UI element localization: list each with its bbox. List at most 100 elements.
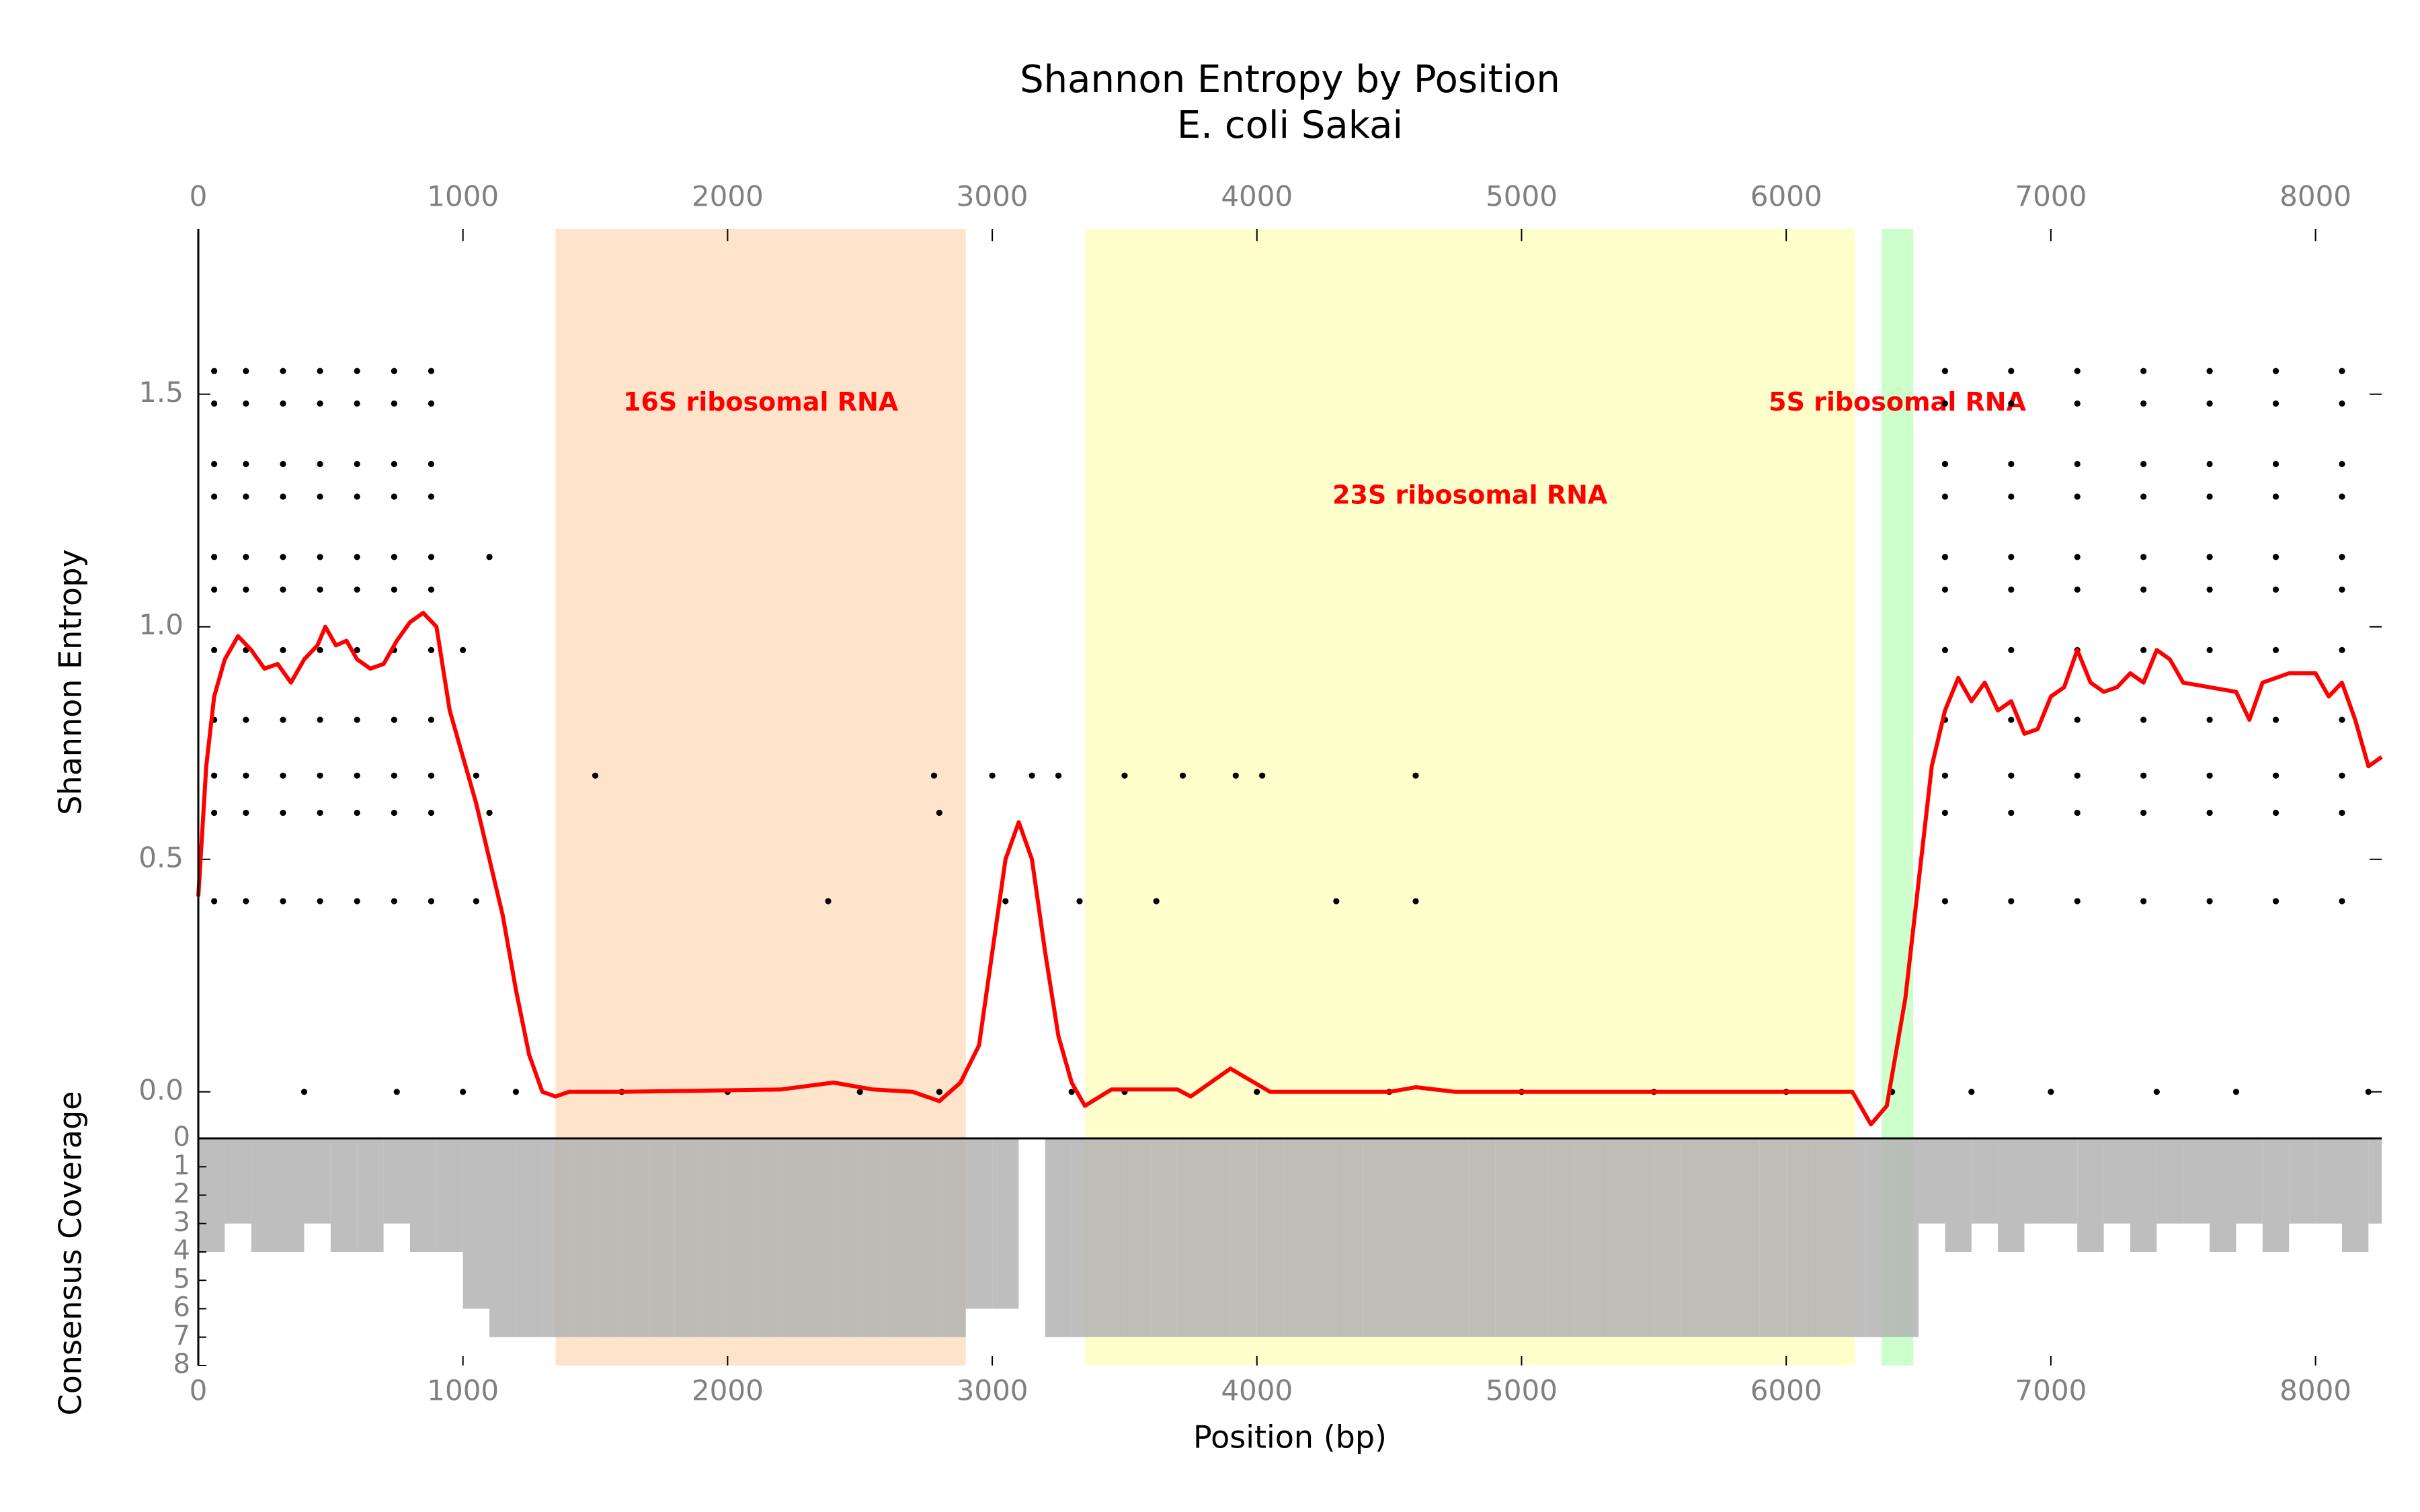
coverage-bar [1919,1138,1945,1224]
point [2206,460,2213,468]
point [2008,460,2015,468]
point [211,809,218,816]
point [2153,1089,2160,1095]
point [2140,554,2147,560]
coverage-bar [701,1138,728,1337]
point [317,400,323,407]
point [354,809,360,816]
x-tick-label: 0 [190,1374,208,1407]
point [211,898,218,905]
point [280,586,286,593]
point [317,493,323,500]
coverage-bar [1204,1138,1231,1337]
y-tick-label: 1 [173,1150,190,1181]
point [391,772,397,779]
point [1941,772,1948,779]
coverage-bar [2341,1138,2369,1252]
point [1412,772,1419,779]
coverage-bar [2315,1138,2342,1224]
coverage-bar [1363,1138,1389,1337]
point [354,586,360,593]
point [1941,493,1948,500]
coverage-bar [674,1138,702,1337]
point [1121,772,1128,779]
point [1259,772,1266,779]
point [354,554,360,560]
coverage-bar [2024,1138,2051,1224]
point [2206,586,2213,593]
y-tick-label: 5 [173,1263,190,1294]
point [856,1089,863,1095]
x-axis-label: Position (bp) [1193,1419,1387,1456]
point [2074,368,2081,374]
point [473,772,479,779]
region-label: 5S ribosomal RNA [1769,387,2026,417]
coverage-bar [1098,1138,1125,1337]
x-tick-label: 3000 [957,1374,1028,1407]
point [2008,400,2015,407]
point [317,586,323,593]
point [2272,368,2280,374]
y-tick-label: 1.5 [138,376,184,409]
point [2272,772,2280,779]
point [2074,898,2081,905]
point [354,898,360,905]
coverage-bar [516,1138,542,1337]
point [2008,809,2015,816]
point [243,400,249,407]
point [428,646,435,653]
point [280,809,286,816]
coverage-bar [912,1138,940,1337]
coverage-bar [1839,1138,1866,1337]
point [211,646,218,653]
point [2074,460,2081,468]
y-tick-label: 1.0 [138,608,184,641]
point [317,460,323,468]
point [936,1089,942,1095]
point [243,716,249,723]
point [2272,646,2280,653]
x-tick-label: 5000 [1486,1374,1558,1407]
point [1941,898,1948,905]
point [2272,586,2280,593]
point [211,460,218,468]
point [825,898,832,905]
chart-title: Shannon Entropy by Position [1020,58,1560,101]
point [428,772,435,779]
coverage-bar [2103,1138,2130,1224]
point [243,809,249,816]
y-axis-label: Consensus Coverage [52,1091,89,1416]
coverage-bar [1468,1138,1496,1337]
point [243,493,249,500]
point [280,646,286,653]
point [1941,368,1948,374]
point [1002,898,1009,905]
point [2140,586,2147,593]
point [2339,493,2345,500]
point [428,493,435,500]
point [300,1089,308,1095]
point [486,554,493,560]
coverage-bar [1521,1138,1548,1337]
point [354,400,360,407]
point [2140,368,2147,374]
coverage-bar [1574,1138,1601,1337]
coverage-bar [2289,1138,2316,1224]
point [2048,1089,2054,1095]
point [930,772,938,779]
coverage-bar [833,1138,860,1337]
coverage-bar [409,1138,437,1252]
y-tick-label: 4 [173,1235,190,1266]
point [317,368,323,374]
coverage-bar [1151,1138,1178,1337]
point [460,646,467,653]
point [2008,646,2015,653]
point [391,716,397,723]
coverage-bar [727,1138,754,1337]
point [2008,898,2015,905]
point [280,716,286,723]
coverage-bar [1998,1138,2025,1252]
coverage-bar [489,1138,516,1337]
coverage-bar [754,1138,781,1337]
